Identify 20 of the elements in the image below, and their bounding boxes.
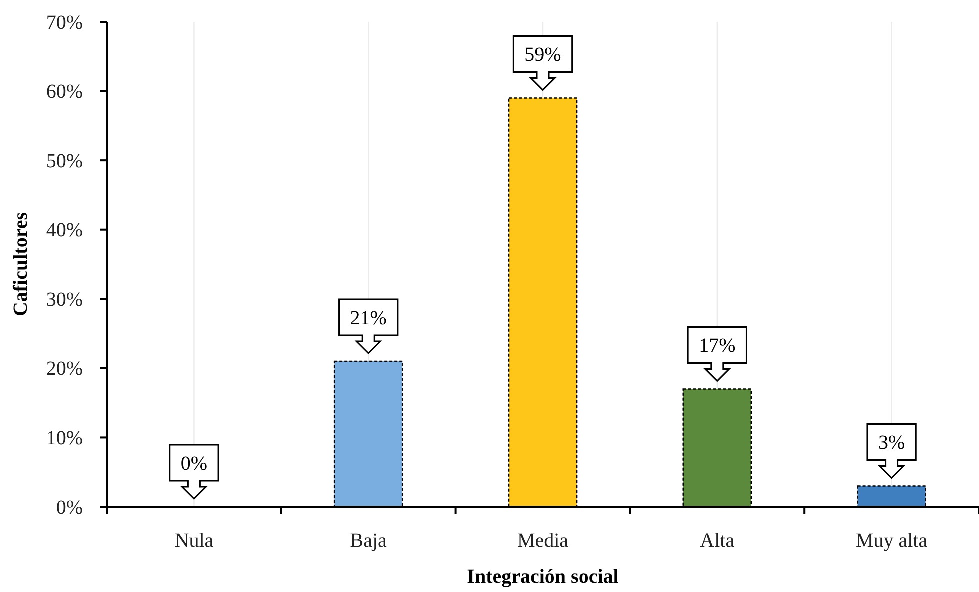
data-label: 59%	[524, 44, 562, 66]
y-tick-label: 40%	[46, 220, 83, 242]
data-label: 21%	[350, 308, 387, 330]
data-label: 3%	[878, 432, 906, 454]
y-tick-label: 60%	[46, 81, 83, 104]
x-axis-title: Integración social	[467, 566, 620, 588]
x-tick-label: Alta	[700, 530, 735, 552]
data-label: 0%	[180, 453, 208, 475]
y-axis-title: Caficultores	[10, 212, 32, 317]
x-tick-label: Baja	[350, 530, 388, 552]
y-tick-label: 20%	[46, 358, 83, 380]
y-tick-label: 10%	[46, 428, 83, 450]
x-tick-label: Media	[517, 530, 569, 552]
data-label: 17%	[699, 335, 736, 358]
y-tick-label: 0%	[56, 496, 83, 519]
y-tick-label: 50%	[46, 150, 83, 172]
y-tick-label: 30%	[46, 288, 83, 311]
x-tick-label: Muy alta	[856, 530, 928, 552]
x-tick-label: Nula	[174, 530, 214, 552]
y-tick-label: 70%	[46, 12, 83, 34]
